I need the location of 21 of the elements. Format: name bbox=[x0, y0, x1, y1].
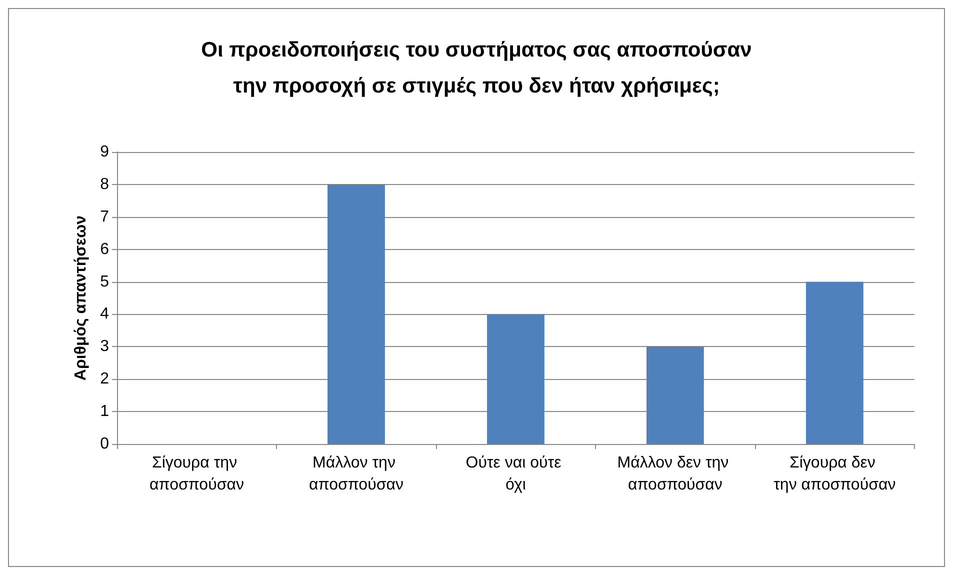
bar bbox=[486, 314, 544, 444]
y-tick-label: 3 bbox=[100, 338, 110, 356]
y-tick-label: 6 bbox=[100, 240, 110, 258]
y-tick-label: 1 bbox=[100, 403, 110, 420]
y-tick-label: 4 bbox=[100, 306, 110, 323]
bar bbox=[646, 346, 704, 444]
bar bbox=[328, 184, 385, 444]
chart-title: Οι προειδοποιήσεις του συστήματος σας αποσπούσαν την προσοχή σε στιγμές που δεν ήταν χρήσιμες; bbox=[201, 38, 752, 98]
y-tick-label: 5 bbox=[100, 273, 110, 290]
bar bbox=[806, 282, 864, 444]
x-tick-label: Ούτε ναι ούτε όχι bbox=[466, 454, 566, 494]
y-tick-label: 9 bbox=[100, 144, 110, 160]
x-tick-label: Σίγουρα την αποσπούσαν bbox=[150, 454, 244, 494]
y-tick-label: 2 bbox=[100, 370, 110, 388]
x-tick-label: Μάλλον δεν την αποσπούσαν bbox=[617, 454, 734, 494]
y-tick-label: 8 bbox=[100, 176, 110, 193]
x-tick-label: Σίγουρα δεν την αποσπούσαν bbox=[774, 454, 896, 494]
y-tick-label: 0 bbox=[100, 436, 110, 452]
y-axis-title: Αριθμός απαντήσεων bbox=[72, 215, 90, 381]
x-tick-label: Μάλλον την αποσπούσαν bbox=[309, 454, 404, 494]
y-tick-label: 7 bbox=[100, 208, 110, 226]
